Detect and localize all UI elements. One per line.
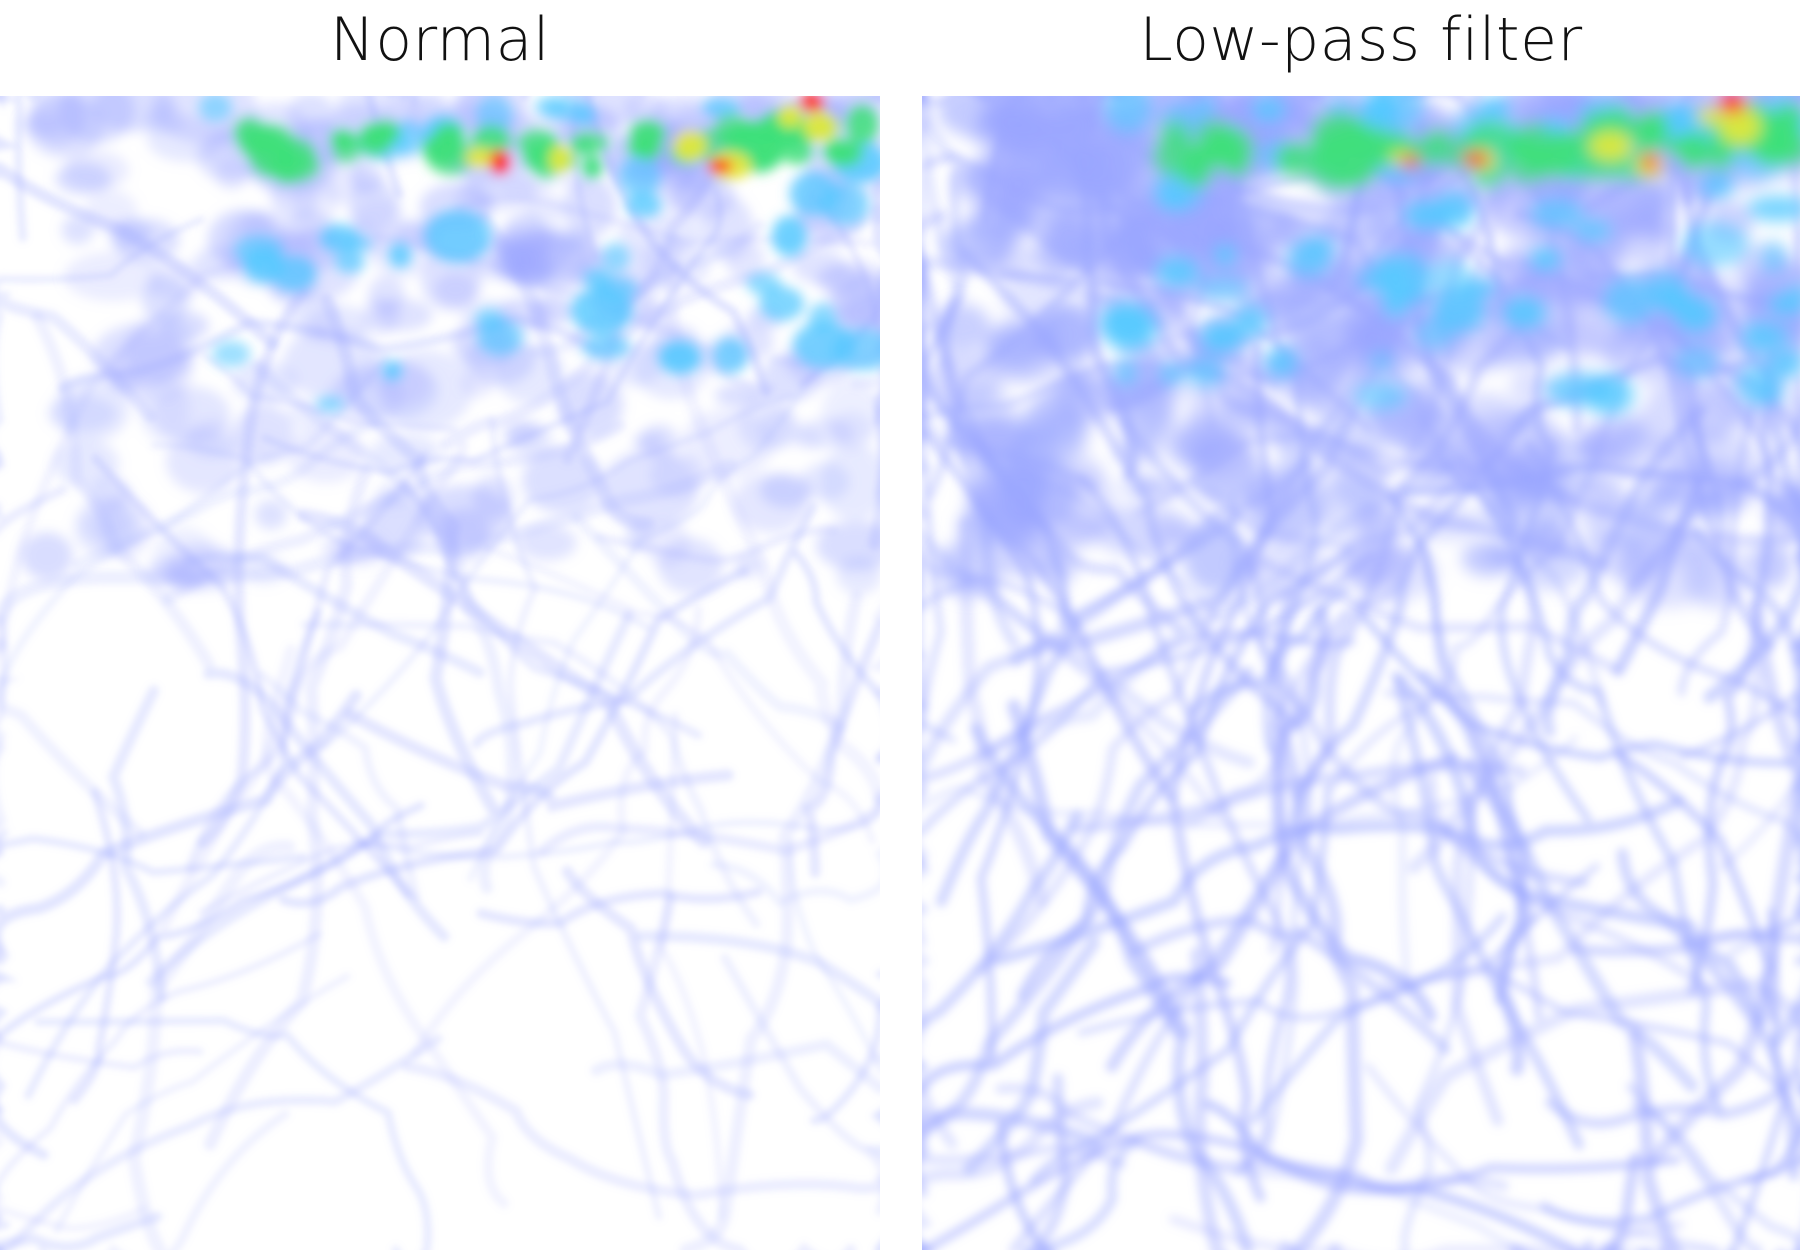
heatmap-low-pass (922, 96, 1800, 1250)
panel-title-low-pass: Low-pass filter (1139, 5, 1583, 75)
heatmap-density (924, 96, 1800, 609)
heatmap-normal (0, 96, 880, 1250)
panel-title-normal: Normal (329, 5, 551, 75)
heatmap-density (20, 96, 880, 594)
